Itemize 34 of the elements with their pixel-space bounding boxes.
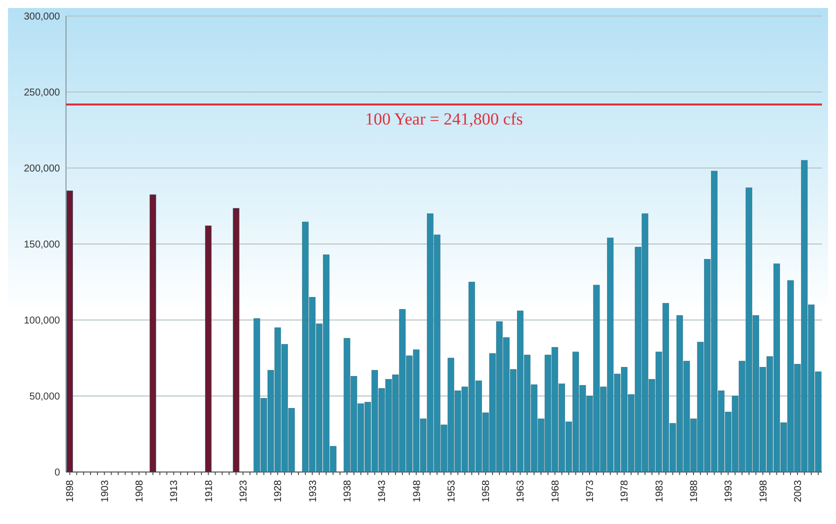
y-tick-label: 0 <box>54 468 60 478</box>
x-tick-label: 1993 <box>724 480 735 502</box>
x-tick-label: 1938 <box>342 480 354 502</box>
x-tick-label: 1983 <box>654 480 666 502</box>
x-tick-label: 1998 <box>758 480 770 502</box>
x-tick-label: 1918 <box>204 480 215 502</box>
y-tick-label: 300,000 <box>24 12 60 22</box>
x-tick-label: 1968 <box>550 480 562 502</box>
bar <box>232 208 240 472</box>
x-tick-label: 1928 <box>273 480 284 502</box>
y-tick-label: 100,000 <box>24 316 60 326</box>
y-tick-label: 150,000 <box>24 240 60 250</box>
y-tick-label: 200,000 <box>24 164 60 174</box>
x-tick-label: 1933 <box>308 480 319 502</box>
x-tick-label: 1948 <box>412 480 423 502</box>
bar <box>66 190 73 472</box>
x-tick-label: 1943 <box>377 480 388 502</box>
x-tick-label: 1988 <box>689 480 700 502</box>
x-tick-label: 1963 <box>516 480 527 502</box>
ref-line-label: 100 Year = 241,800 cfs <box>365 109 523 128</box>
x-tick-label: 1953 <box>446 480 458 502</box>
x-tick-label: 1958 <box>481 480 492 502</box>
x-tick-label: 1923 <box>238 480 250 502</box>
x-tick-label: 2003 <box>792 480 804 502</box>
x-tick-label: 1903 <box>100 480 111 502</box>
y-tick-label: 250,000 <box>24 88 60 98</box>
bar <box>150 194 156 472</box>
x-tick-label: 1898 <box>65 480 76 502</box>
bar <box>205 226 212 472</box>
x-tick-label: 1978 <box>620 480 631 502</box>
y-tick-label: 50,000 <box>29 392 60 402</box>
x-tick-label: 1913 <box>169 480 180 502</box>
x-tick-label: 1908 <box>134 480 146 502</box>
x-tick-label: 1973 <box>585 480 596 502</box>
